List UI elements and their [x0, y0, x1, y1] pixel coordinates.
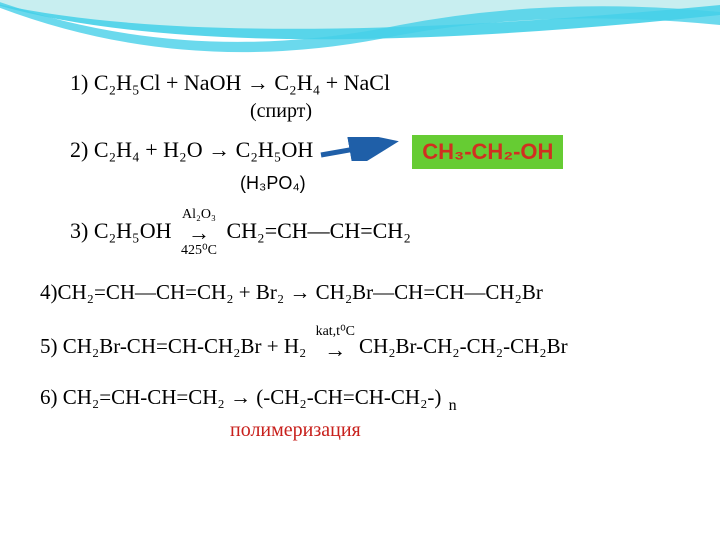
equation-2-text: 2) C₂H₄ + H₂O → C₂H₅OH	[70, 137, 313, 162]
equation-5-arrow-stack: kat,t⁰C →	[316, 325, 355, 361]
equation-5-suffix: CH₂Br-CH₂-CH₂-CH₂Br	[359, 334, 568, 358]
equation-5: 5) CH₂Br-CH=CH-CH₂Br + H₂ kat,t⁰C → CH₂B…	[40, 325, 700, 361]
equation-3-arrow-stack: Al₂O₃ → 425⁰C	[181, 208, 217, 258]
callout-arrow	[319, 137, 399, 167]
equation-3: 3) C₂H₅OH Al₂O₃ → 425⁰C CH₂=CH—CH=CH₂	[70, 208, 700, 258]
equation-6-n: n	[449, 397, 457, 414]
equation-6-text: 6) CH₂=CH-CH=CH₂ → (-CH₂-CH=CH-CH₂-)	[40, 385, 441, 409]
equation-1-condition: (спирт)	[250, 100, 700, 123]
equation-5-prefix: 5) CH₂Br-CH=CH-CH₂Br + H₂	[40, 334, 306, 358]
equation-4: 4)CH₂=CH—CH=CH₂ + Br₂ → CH₂Br—CH=CH—CH₂B…	[40, 280, 700, 305]
equation-5-arrow: →	[316, 339, 355, 361]
equation-6: 6) CH₂=CH-CH=CH₂ → (-CH₂-CH=CH-CH₂-) n	[40, 385, 700, 415]
polymerization-label: полимеризация	[230, 419, 700, 442]
equations-block: 1) C₂H₅Cl + NaOH → C₂H₄ + NaCl (спирт) 2…	[70, 70, 700, 442]
equation-3-prefix: 3) C₂H₅OH	[70, 218, 172, 243]
equation-2-condition: (H₃PO₄)	[240, 173, 700, 194]
equation-3-suffix: CH₂=CH—CH=CH₂	[226, 218, 410, 243]
equation-1-text: 1) C₂H₅Cl + NaOH → C₂H₄ + NaCl	[70, 70, 390, 95]
ethanol-callout: CH₃-CH₂-OH	[412, 135, 563, 169]
equation-1: 1) C₂H₅Cl + NaOH → C₂H₄ + NaCl	[70, 70, 700, 96]
equation-3-temp: 425⁰C	[181, 244, 217, 258]
equation-4-text: 4)CH₂=CH—CH=CH₂ + Br₂ → CH₂Br—CH=CH—CH₂B…	[40, 280, 543, 304]
decorative-swoosh	[0, 0, 720, 80]
equation-2: 2) C₂H₄ + H₂O → C₂H₅OH CH₃-CH₂-OH	[70, 135, 700, 169]
equation-3-arrow: →	[181, 222, 217, 244]
